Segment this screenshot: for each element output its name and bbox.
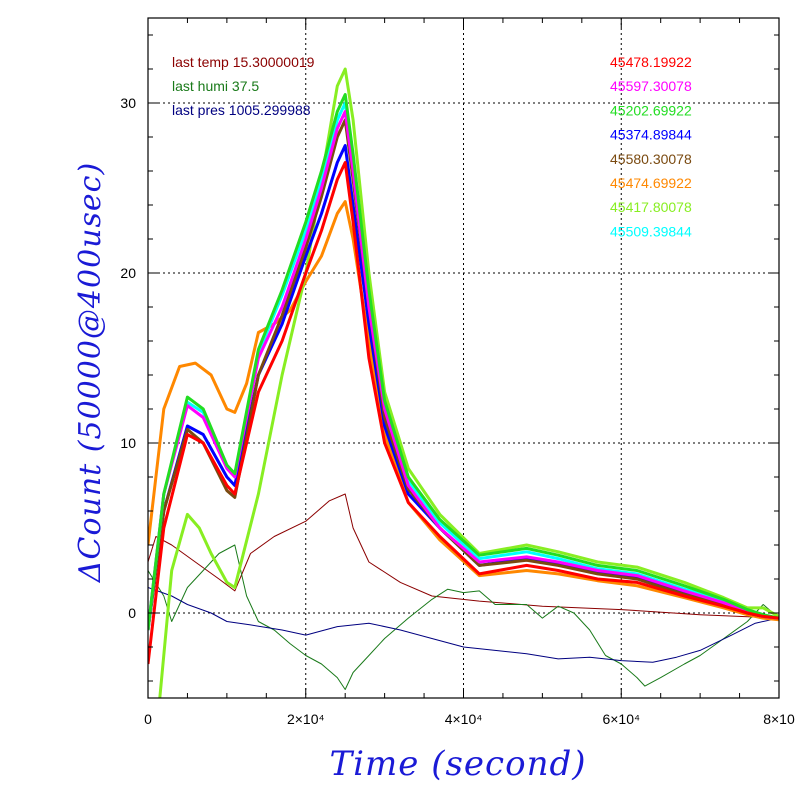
series-line xyxy=(158,67,779,698)
tick-labels: 0 2×10⁴ 4×10⁴ 6×10⁴ 8×10 0 10 20 30 xyxy=(120,95,795,727)
legend-entry: 45374.89844 xyxy=(610,127,692,143)
series-line xyxy=(148,161,779,665)
series-line xyxy=(148,144,779,631)
series-line xyxy=(148,493,779,619)
series-line xyxy=(148,544,779,690)
annotation-text: last pres 1005.299988 xyxy=(172,102,311,118)
series-line xyxy=(148,587,779,663)
x-tick-label: 8×10 xyxy=(763,711,795,727)
x-tick-label: 0 xyxy=(144,711,152,727)
series-line xyxy=(148,200,779,622)
legend-entry: 45509.39844 xyxy=(610,223,692,239)
x-tick-label: 2×10⁴ xyxy=(287,711,325,727)
annotation-text: last temp 15.30000019 xyxy=(172,54,315,70)
legend-entry: 45474.69922 xyxy=(610,175,692,191)
y-tick-label: 10 xyxy=(120,435,136,451)
legend-entry: 45580.30078 xyxy=(610,151,692,167)
y-tick-label: 20 xyxy=(120,265,136,281)
series-group xyxy=(148,67,779,698)
y-tick-label: 30 xyxy=(120,95,136,111)
grid-lines xyxy=(148,18,779,698)
x-tick-label: 4×10⁴ xyxy=(445,711,483,727)
legend-entry: 45478.19922 xyxy=(610,54,692,70)
y-tick-label: 0 xyxy=(128,605,136,621)
annotations: last temp 15.30000019 last humi 37.5 last … xyxy=(172,54,692,239)
x-axis-label: Time (second) xyxy=(330,744,587,784)
y-axis-label: ΔCount (50000@400usec) xyxy=(73,162,108,583)
axis-ticks xyxy=(147,18,780,698)
legend-entry: 45417.80078 xyxy=(610,199,692,215)
annotation-text: last humi 37.5 xyxy=(172,78,259,94)
x-tick-label: 6×10⁴ xyxy=(602,711,640,727)
legend-entry: 45597.30078 xyxy=(610,78,692,94)
legend-entry: 45202.69922 xyxy=(610,102,692,118)
series-line xyxy=(148,93,779,631)
series-line xyxy=(148,110,779,631)
